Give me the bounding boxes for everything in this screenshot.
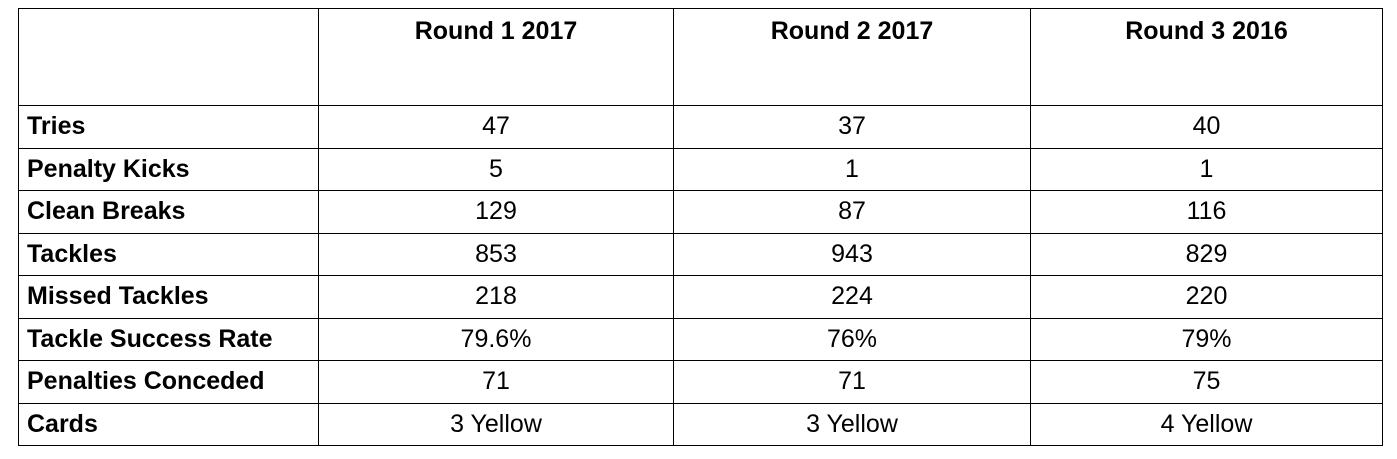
table-body: Tries 47 37 40 Penalty Kicks 5 1 1 Clean Breaks 1… (18, 105, 1383, 446)
stat-cell: 1 (673, 147, 1031, 191)
row-label: Penalties Conceded (18, 360, 319, 404)
stat-cell: 37 (673, 105, 1031, 149)
stat-cell: 5 (318, 147, 674, 191)
stat-cell: 75 (1030, 360, 1383, 404)
header-row: Round 1 2017 Round 2 2017 Round 3 2016 (18, 8, 1383, 106)
row-label: Cards (18, 402, 319, 446)
stat-cell: 71 (673, 360, 1031, 404)
table-row: Penalty Kicks 5 1 1 (18, 147, 1383, 191)
table-head: Round 1 2017 Round 2 2017 Round 3 2016 (18, 8, 1383, 106)
stat-cell: 1 (1030, 147, 1383, 191)
table-row: Tackles 853 943 829 (18, 232, 1383, 276)
corner-cell (18, 8, 319, 106)
column-header: Round 1 2017 (318, 8, 674, 106)
table-row: Missed Tackles 218 224 220 (18, 275, 1383, 319)
row-label: Tackles (18, 232, 319, 276)
stat-cell: 224 (673, 275, 1031, 319)
stats-table: Round 1 2017 Round 2 2017 Round 3 2016 Tri… (18, 8, 1383, 446)
stat-cell: 47 (318, 105, 674, 149)
stat-cell: 79% (1030, 317, 1383, 361)
table-row: Tries 47 37 40 (18, 105, 1383, 149)
stat-cell: 76% (673, 317, 1031, 361)
table-row: Clean Breaks 129 87 116 (18, 190, 1383, 234)
table-row: Cards 3 Yellow 3 Yellow 4 Yellow (18, 402, 1383, 446)
row-label: Penalty Kicks (18, 147, 319, 191)
stat-cell: 220 (1030, 275, 1383, 319)
row-label: Missed Tackles (18, 275, 319, 319)
row-label: Tries (18, 105, 319, 149)
column-header: Round 3 2016 (1030, 8, 1383, 106)
stat-cell: 3 Yellow (318, 402, 674, 446)
stat-cell: 4 Yellow (1030, 402, 1383, 446)
row-label: Clean Breaks (18, 190, 319, 234)
stat-cell: 943 (673, 232, 1031, 276)
row-label: Tackle Success Rate (18, 317, 319, 361)
stat-cell: 853 (318, 232, 674, 276)
stat-cell: 71 (318, 360, 674, 404)
stat-cell: 116 (1030, 190, 1383, 234)
stat-cell: 3 Yellow (673, 402, 1031, 446)
stat-cell: 829 (1030, 232, 1383, 276)
table-row: Penalties Conceded 71 71 75 (18, 360, 1383, 404)
stat-cell: 40 (1030, 105, 1383, 149)
stat-cell: 79.6% (318, 317, 674, 361)
column-header: Round 2 2017 (673, 8, 1031, 106)
table-row: Tackle Success Rate 79.6% 76% 79% (18, 317, 1383, 361)
stat-cell: 87 (673, 190, 1031, 234)
stat-cell: 129 (318, 190, 674, 234)
stat-cell: 218 (318, 275, 674, 319)
